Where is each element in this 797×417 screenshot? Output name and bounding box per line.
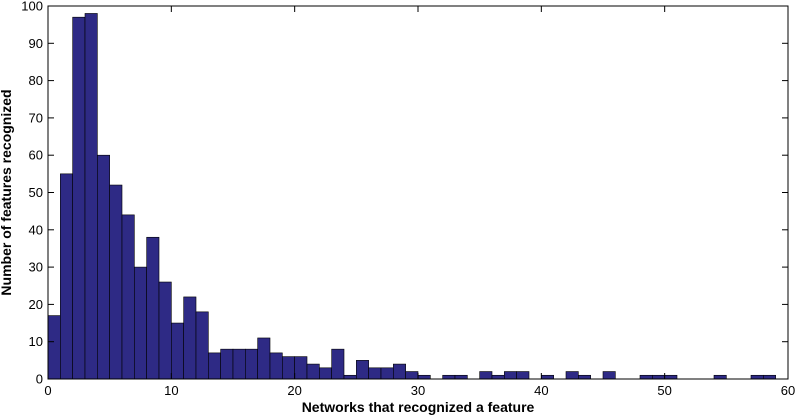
histogram-bar xyxy=(664,374,678,380)
histogram-bar xyxy=(479,371,493,380)
histogram-bar xyxy=(146,236,160,380)
histogram-bar xyxy=(713,374,727,380)
histogram-bar xyxy=(84,13,98,380)
histogram-bar xyxy=(158,281,172,380)
histogram-bar xyxy=(208,352,221,380)
histogram-bar xyxy=(294,356,308,380)
histogram-bar xyxy=(442,374,456,380)
histogram-bar xyxy=(97,154,110,380)
histogram-bar xyxy=(183,296,197,380)
x-tick-label: 50 xyxy=(657,383,671,398)
histogram-bar xyxy=(343,374,357,380)
x-axis-label: Networks that recognized a feature xyxy=(302,399,535,415)
histogram-bar xyxy=(565,371,579,380)
x-tick-label: 30 xyxy=(411,383,425,398)
y-tick-label: 0 xyxy=(36,372,43,387)
histogram-bar xyxy=(331,348,345,380)
histogram-bar xyxy=(195,311,209,380)
histogram-bar xyxy=(245,348,258,380)
histogram-bar xyxy=(319,367,332,380)
histogram-bar xyxy=(504,371,517,380)
histogram-bar xyxy=(405,371,419,380)
histogram-bar xyxy=(171,322,184,380)
histogram-bar xyxy=(257,337,271,380)
y-tick-label: 30 xyxy=(29,260,43,275)
x-tick-label: 20 xyxy=(287,383,301,398)
histogram-bar xyxy=(380,367,394,380)
x-tick-label: 10 xyxy=(164,383,178,398)
y-tick-label: 80 xyxy=(29,73,43,88)
y-ticks-group: 0 10 20 30 40 50 60 70 80 90 100 xyxy=(21,0,788,387)
histogram-bar xyxy=(652,374,665,380)
y-axis-label: Number of features recognized xyxy=(0,89,14,295)
histogram-bar xyxy=(578,374,591,380)
y-tick-label: 70 xyxy=(29,110,43,125)
histogram-bar xyxy=(750,374,764,380)
histogram-bar xyxy=(220,348,234,380)
histogram-bar xyxy=(134,266,147,380)
x-tick-label: 60 xyxy=(781,383,795,398)
histogram-bar xyxy=(109,184,123,380)
x-ticks-group: 0 10 20 30 40 50 60 xyxy=(44,6,795,398)
histogram-bar xyxy=(417,374,431,380)
y-tick-label: 100 xyxy=(21,0,43,14)
y-tick-label: 50 xyxy=(29,185,43,200)
histogram-bar xyxy=(269,352,283,380)
histogram-bar xyxy=(639,374,653,380)
histogram-bar xyxy=(368,367,382,380)
y-tick-label: 20 xyxy=(29,297,43,312)
histogram-bar xyxy=(72,16,86,380)
histogram-bar xyxy=(282,356,295,380)
histogram-bar xyxy=(356,360,369,380)
histogram-bar xyxy=(393,363,406,380)
y-tick-label: 40 xyxy=(29,222,43,237)
histogram-bar xyxy=(763,374,776,380)
y-tick-label: 10 xyxy=(29,334,43,349)
bars-group xyxy=(47,13,776,380)
histogram-bar xyxy=(454,374,468,380)
histogram-bar xyxy=(232,348,246,380)
histogram-bar xyxy=(516,371,530,380)
histogram-bar xyxy=(602,371,616,380)
histogram-bar xyxy=(491,374,505,380)
x-tick-label: 0 xyxy=(44,383,51,398)
y-tick-label: 90 xyxy=(29,36,43,51)
histogram-bar xyxy=(541,374,554,380)
histogram-bar xyxy=(60,173,73,380)
histogram-bar xyxy=(47,315,61,380)
y-tick-label: 60 xyxy=(29,148,43,163)
histogram-bar xyxy=(306,363,320,380)
x-tick-label: 40 xyxy=(534,383,548,398)
histogram-bar xyxy=(121,214,135,380)
